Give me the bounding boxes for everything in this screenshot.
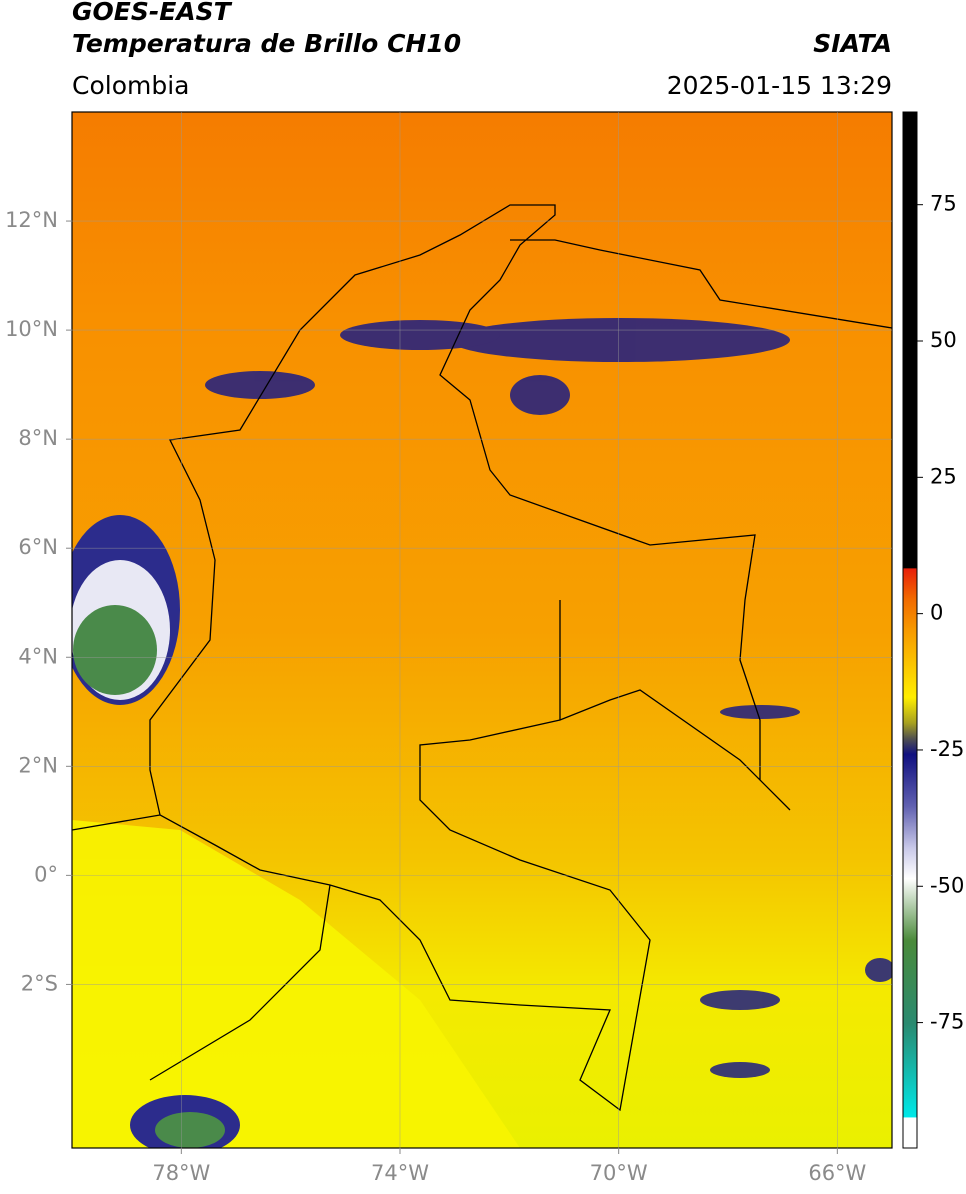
x-tick-label: 70°W [590, 1161, 648, 1185]
y-tick-label: 10°N [5, 317, 58, 341]
x-tick-label: 78°W [152, 1161, 210, 1185]
colorbar-tick-label: 25 [930, 464, 957, 488]
x-tick-label: 66°W [808, 1161, 866, 1185]
region: Colombia [72, 71, 189, 100]
colorbar-tick-label: 0 [930, 601, 943, 625]
colorbar [902, 111, 918, 1149]
y-tick-label: 8°N [18, 426, 58, 450]
colorbar-tick-label: 75 [930, 192, 957, 216]
datetime: 2025-01-15 13:29 [667, 71, 892, 100]
colorbar-tick-label: -50 [930, 873, 964, 897]
x-tick-label: 74°W [371, 1161, 429, 1185]
map-frame [71, 111, 893, 1149]
colorbar-tick-label: -25 [930, 737, 964, 761]
source: SIATA [813, 29, 892, 58]
map-image [72, 112, 892, 1148]
y-tick-label: 12°N [5, 208, 58, 232]
y-tick-label: 2°N [18, 753, 58, 777]
colorbar-tick-label: 50 [930, 328, 957, 352]
y-tick-label: 4°N [18, 644, 58, 668]
y-tick-label: 2°S [21, 971, 58, 995]
y-tick-label: 6°N [18, 535, 58, 559]
borders [71, 204, 893, 1112]
colorbar-tick-label: -75 [930, 1010, 964, 1034]
subtitle: Temperatura de Brillo CH10 [72, 29, 461, 58]
title: GOES-EAST [72, 0, 233, 26]
y-tick-label: 0° [34, 862, 58, 886]
